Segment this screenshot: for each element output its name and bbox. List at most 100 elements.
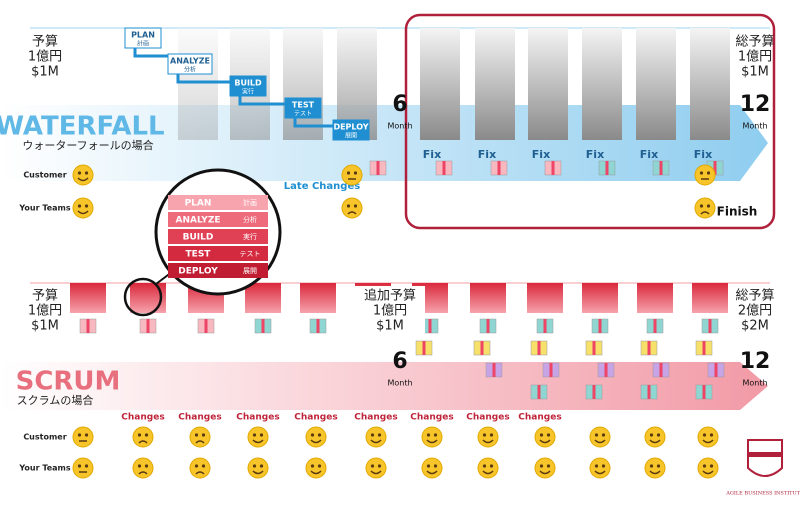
emoji-face — [305, 426, 327, 448]
emoji-face — [247, 457, 269, 479]
budget-text: $1M — [376, 319, 404, 334]
emoji-face — [694, 164, 716, 186]
emoji-eye — [706, 204, 711, 208]
gift-ribbon — [647, 385, 651, 399]
section-subtitle: スクラムの場合 — [17, 393, 94, 407]
emoji-eye — [252, 464, 257, 468]
emoji-face — [644, 457, 666, 479]
gift-ribbon — [442, 161, 446, 175]
budget-text: 2億円 — [738, 303, 772, 319]
emoji-eye — [377, 433, 382, 437]
emoji-eye — [259, 433, 264, 437]
emoji-eye — [259, 464, 264, 468]
zoom-phase: DEPLOY — [178, 267, 218, 277]
zoom-phase: PLAN — [185, 199, 212, 209]
emoji-face — [365, 426, 387, 448]
zoom-phase-ja: 展開 — [243, 267, 257, 275]
emoji-eye — [489, 464, 494, 468]
zoom-phase: ANALYZE — [176, 216, 221, 226]
emoji-eye — [252, 433, 257, 437]
emoji-eye — [370, 433, 375, 437]
emoji-eye — [706, 171, 711, 175]
gift-ribbon — [146, 319, 150, 333]
emoji-eye — [194, 464, 199, 468]
phase-box — [229, 75, 267, 97]
gift-ribbon — [86, 319, 90, 333]
phase-connector — [176, 74, 230, 84]
sprint-block — [245, 283, 281, 313]
logo-shield — [747, 439, 783, 477]
row-label: Customer — [23, 433, 66, 442]
logo-band — [748, 452, 782, 457]
budget-text: 1億円 — [28, 303, 62, 319]
changes-label: Changes — [178, 413, 221, 423]
budget-text: 総予算 — [735, 35, 774, 50]
gift-ribbon — [713, 161, 717, 175]
emoji-face — [421, 457, 443, 479]
logo-text: AGILE BUSINESS INSTITUTE — [725, 491, 800, 497]
emoji-mouth — [482, 470, 494, 475]
emoji-face — [694, 197, 716, 219]
emoji-mouth — [594, 439, 606, 444]
emoji-eye — [77, 204, 82, 208]
emoji-eye — [201, 433, 206, 437]
month-number: 6 — [392, 349, 407, 374]
emoji-eye — [137, 433, 142, 437]
budget-text: 総予算 — [735, 289, 774, 304]
emoji-eye — [370, 464, 375, 468]
phase-label-ja: テスト — [294, 111, 312, 118]
emoji-face — [421, 426, 443, 448]
emoji-mouth — [252, 470, 264, 475]
changes-label: Changes — [410, 413, 453, 423]
zoom-row — [168, 195, 268, 210]
emoji-face — [72, 426, 94, 448]
gift-ribbon — [605, 161, 609, 175]
gift-ribbon — [204, 319, 208, 333]
month-number: 12 — [740, 349, 771, 374]
fix-column — [636, 28, 676, 140]
emoji-eye — [594, 464, 599, 468]
emoji-eye — [649, 464, 654, 468]
emoji-face — [247, 426, 269, 448]
emoji-eye — [709, 464, 714, 468]
emoji-eye — [377, 464, 382, 468]
emoji-face — [534, 457, 556, 479]
emoji-mouth — [370, 439, 382, 444]
gift-ribbon — [659, 363, 663, 377]
phase-label-ja: 計画 — [137, 40, 149, 48]
zoom-phase: TEST — [186, 250, 212, 260]
emoji-eye — [656, 433, 661, 437]
sprint-block — [692, 283, 728, 313]
gift-ribbon — [702, 341, 706, 355]
emoji-face — [341, 197, 363, 219]
gift-ribbon — [592, 385, 596, 399]
phase-label: ANALYZE — [170, 57, 210, 66]
sprint-block — [470, 283, 506, 313]
emoji-eye — [699, 171, 704, 175]
emoji-face — [189, 457, 211, 479]
gift-ribbon — [592, 341, 596, 355]
scrum-band — [0, 362, 768, 410]
gift-ribbon — [537, 385, 541, 399]
gift-ribbon — [492, 363, 496, 377]
budget-text: 追加予算 — [364, 288, 416, 304]
emoji-mouth — [702, 470, 714, 475]
sprint-block — [300, 283, 336, 313]
emoji-eye — [702, 464, 707, 468]
zoom-row — [168, 246, 268, 261]
emoji-eye — [346, 204, 351, 208]
section-title: SCRUM — [16, 367, 121, 397]
gift-ribbon — [480, 341, 484, 355]
emoji-face — [72, 457, 94, 479]
emoji-mouth — [77, 210, 89, 215]
gift-ribbon — [497, 161, 501, 175]
emoji-mouth — [310, 470, 322, 475]
emoji-eye — [84, 171, 89, 175]
emoji-mouth — [700, 211, 710, 215]
row-label: Your Teams — [18, 464, 71, 473]
changes-label: Changes — [294, 413, 337, 423]
emoji-eye — [353, 171, 358, 175]
emoji-mouth — [426, 439, 438, 444]
gift-ribbon — [598, 319, 602, 333]
gift-ribbon — [647, 341, 651, 355]
